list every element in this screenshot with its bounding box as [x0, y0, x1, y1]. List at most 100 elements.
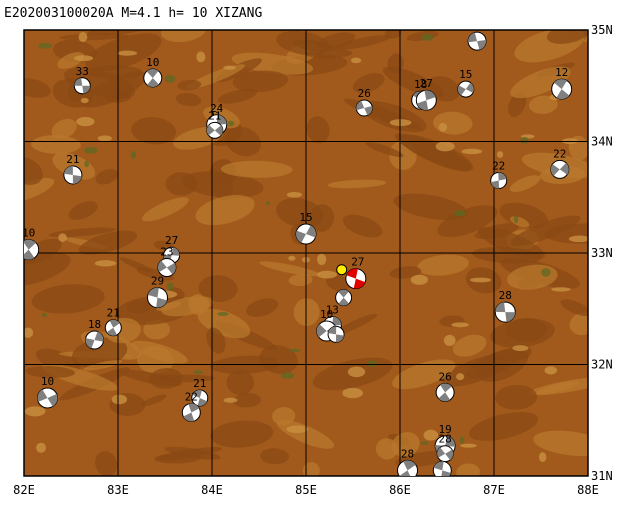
terrain-lake — [461, 148, 483, 155]
beachball-quadrant — [332, 316, 342, 326]
focal-mechanism-beachball[interactable] — [494, 301, 516, 323]
terrain-patch — [140, 394, 167, 407]
focal-mechanism-beachball[interactable] — [146, 287, 168, 309]
focal-mechanism-beachball[interactable] — [551, 78, 573, 100]
terrain-patch — [24, 177, 55, 203]
terrain-lake — [111, 394, 128, 405]
beachball-quadrant — [559, 162, 569, 175]
terrain-lake — [117, 50, 138, 56]
terrain-lake — [496, 151, 504, 158]
event-depth-label: 10 — [146, 56, 159, 69]
terrain-lake — [58, 233, 67, 242]
terrain-patch — [220, 160, 293, 178]
terrain-patch — [392, 359, 456, 390]
beachball-quadrant — [338, 289, 349, 298]
terrain-patch — [499, 202, 548, 229]
terrain-lake — [423, 429, 439, 441]
beachball-quadrant — [353, 278, 366, 289]
terrain-lake — [512, 345, 529, 352]
beachball-quadrant — [477, 40, 487, 50]
beachball-quadrant — [399, 470, 411, 476]
event-depth-label: 23 — [160, 245, 173, 258]
focal-mechanism-beachball[interactable] — [295, 223, 317, 245]
terrain-patch — [181, 171, 264, 199]
terrain-patch — [126, 299, 151, 314]
focal-mechanism-beachball[interactable] — [206, 121, 224, 139]
beachball-quadrant — [433, 461, 444, 471]
terrain-patch — [195, 195, 255, 226]
focal-mechanism-beachball[interactable] — [436, 445, 454, 463]
terrain-patch — [154, 453, 201, 464]
beachball-quadrant — [156, 297, 168, 308]
event-depth-label: 28 — [499, 289, 512, 302]
terrain-patch — [259, 261, 321, 277]
beachball-quadrant — [445, 436, 456, 447]
terrain-patch — [276, 198, 324, 228]
event-depth-label: 21 — [66, 153, 79, 166]
vegetation-patch — [227, 120, 235, 127]
focal-mechanism-beachball[interactable] — [355, 99, 373, 117]
focal-mechanism-beachball[interactable] — [327, 325, 345, 343]
terrain-patch — [119, 257, 155, 274]
terrain-lake — [223, 397, 238, 403]
focal-mechanism-beachball[interactable] — [73, 77, 91, 95]
focal-mechanism-beachball[interactable] — [467, 31, 487, 51]
focal-mechanism-beachball[interactable] — [181, 402, 201, 422]
terrain-patch — [302, 462, 320, 476]
lon-tick-label: 82E — [13, 483, 35, 497]
focal-mechanism-beachball[interactable] — [191, 389, 209, 407]
terrain-lake — [94, 260, 117, 267]
vegetation-patch — [166, 282, 174, 291]
epicenter-marker[interactable] — [336, 264, 348, 276]
terrain-lake — [435, 141, 455, 152]
lon-tick-label: 88E — [577, 483, 599, 497]
terrain-patch — [352, 73, 385, 94]
lat-tick-label: 35N — [591, 23, 613, 37]
beachball-quadrant — [416, 100, 429, 111]
focal-mechanism-beachball[interactable] — [550, 159, 570, 179]
focal-mechanism-beachball[interactable] — [345, 268, 367, 290]
focal-mechanism-beachball[interactable] — [104, 319, 122, 337]
beachball-quadrant — [295, 230, 306, 243]
vegetation-patch — [83, 146, 98, 154]
vegetation-patch — [459, 436, 465, 444]
focal-mechanism-beachball[interactable] — [335, 289, 353, 307]
lat-tick-label: 31N — [591, 469, 613, 483]
beachball-quadrant — [197, 397, 208, 406]
beachball-quadrant — [192, 389, 202, 398]
focal-mechanism-beachball[interactable] — [435, 382, 455, 402]
focal-mechanism-beachball[interactable] — [157, 257, 177, 277]
beachball-quadrant — [109, 319, 120, 328]
beachball-quadrant — [498, 172, 507, 181]
terrain-lake — [76, 116, 95, 127]
focal-mechanism-beachball[interactable] — [415, 89, 437, 111]
beachball-quadrant — [63, 165, 73, 175]
event-depth-label: 28 — [438, 433, 451, 446]
beachball-quadrant — [214, 125, 223, 136]
focal-mechanism-beachball[interactable] — [85, 330, 104, 350]
terrain-lake — [410, 274, 428, 285]
focal-mechanism-beachball[interactable] — [63, 165, 83, 185]
terrain-patch — [510, 215, 581, 246]
event-depth-label: 29 — [151, 275, 164, 288]
terrain-lake — [24, 327, 34, 338]
focal-mechanism-beachball[interactable] — [457, 80, 475, 98]
focal-mechanism-beachball[interactable] — [37, 387, 58, 409]
main-event-group[interactable]: 27 — [336, 256, 367, 290]
focal-mechanism-beachball[interactable] — [19, 239, 40, 261]
vegetation-patch — [288, 348, 301, 352]
focal-mechanism-beachball[interactable] — [397, 459, 419, 480]
focal-mechanism-beachball[interactable] — [143, 68, 163, 88]
terrain-patch — [495, 384, 538, 410]
main-event-depth-label: 27 — [351, 256, 364, 269]
event-depth-label: 22 — [553, 147, 566, 160]
focal-mechanism-beachball[interactable] — [490, 172, 508, 190]
event-depth-label: 15 — [299, 211, 312, 224]
terrain-lake — [97, 135, 112, 142]
terrain-patch — [131, 117, 177, 145]
event-depth-label: 18 — [88, 318, 101, 331]
focal-mechanism-beachball[interactable] — [432, 460, 452, 479]
terrain-lake — [347, 366, 366, 378]
